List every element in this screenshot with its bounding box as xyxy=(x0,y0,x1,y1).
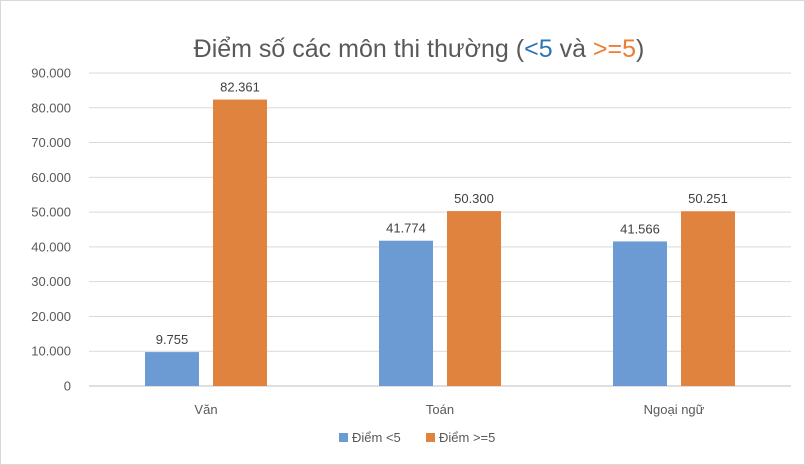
x-axis-categories: Văn Toán Ngoại ngữ xyxy=(194,402,704,417)
x-category-label: Ngoại ngữ xyxy=(644,402,705,417)
chart-title-prefix: Điểm số các môn thi thường ( xyxy=(194,35,525,63)
legend-label: Điểm >=5 xyxy=(439,430,495,445)
y-tick-label: 60.000 xyxy=(31,170,71,185)
legend-swatch xyxy=(339,433,348,442)
chart-title-suffix: ) xyxy=(636,35,644,63)
chart-title-part2: >=5 xyxy=(593,35,636,63)
chart-title-middle: và xyxy=(553,35,593,63)
y-tick-label: 40.000 xyxy=(31,239,71,254)
y-tick-label: 20.000 xyxy=(31,309,71,324)
data-label: 50.251 xyxy=(688,191,728,206)
legend-label: Điểm <5 xyxy=(352,430,401,445)
bar-above-5 xyxy=(447,211,501,386)
gridlines xyxy=(89,72,791,387)
y-tick-label: 70.000 xyxy=(31,135,71,150)
bar-above-5 xyxy=(213,99,267,386)
chart-title-part1: <5 xyxy=(524,35,553,63)
bar-below-5 xyxy=(145,352,199,386)
bar-below-5 xyxy=(613,241,667,386)
data-label: 50.300 xyxy=(454,191,494,206)
data-label: 41.566 xyxy=(620,221,660,236)
bars xyxy=(145,99,735,386)
bar-above-5 xyxy=(681,211,735,386)
y-axis-ticks: 0 10.000 20.000 30.000 40.000 50.000 60.000 70.… xyxy=(31,66,71,394)
data-label: 41.774 xyxy=(386,221,426,236)
y-tick-label: 80.000 xyxy=(31,100,71,115)
y-tick-label: 50.000 xyxy=(31,205,71,220)
chart-title: Điểm số các môn thi thường (<5 và >=5) xyxy=(194,35,645,63)
data-label: 9.755 xyxy=(156,332,189,347)
y-tick-label: 30.000 xyxy=(31,274,71,289)
y-tick-label: 0 xyxy=(64,379,71,394)
bar-below-5 xyxy=(379,240,433,386)
legend-swatch xyxy=(426,433,435,442)
x-category-label: Văn xyxy=(194,402,217,417)
legend: Điểm <5 Điểm >=5 xyxy=(339,430,495,445)
data-label: 82.361 xyxy=(220,80,260,95)
y-tick-label: 90.000 xyxy=(31,66,71,81)
x-category-label: Toán xyxy=(426,402,454,417)
y-tick-label: 10.000 xyxy=(31,344,71,359)
data-labels: 9.755 82.361 41.774 50.300 41.566 50.251 xyxy=(156,80,728,348)
